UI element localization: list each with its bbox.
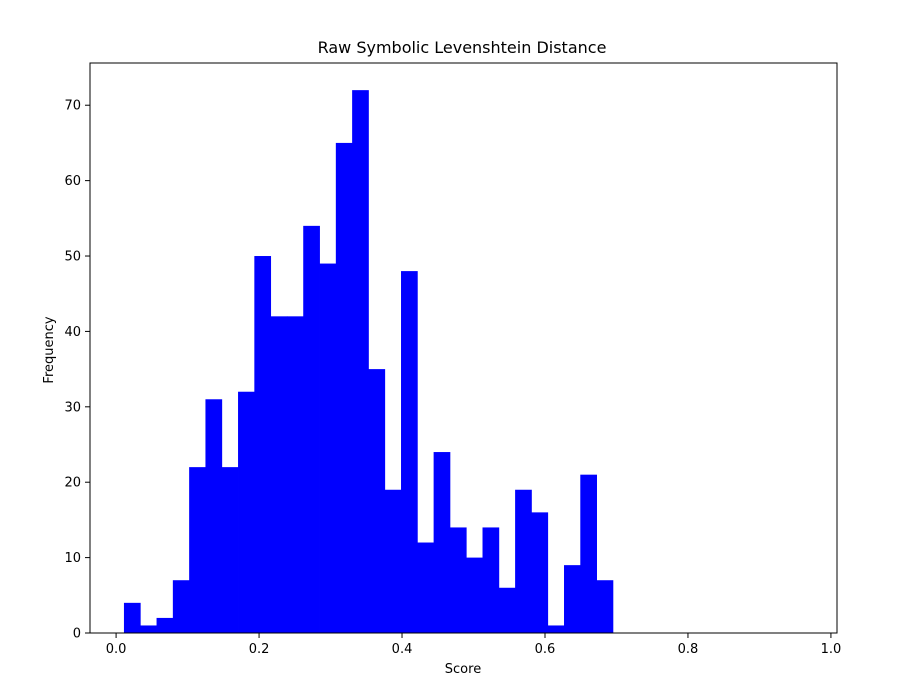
y-tick-label-4: 40 [64, 325, 81, 340]
histogram-bar-18 [417, 542, 435, 633]
y-tick-label-1: 10 [64, 551, 81, 566]
histogram-bar-17 [401, 271, 418, 633]
histogram-bar-29 [596, 580, 614, 633]
chart-title: Raw Symbolic Levenshtein Distance [318, 38, 607, 57]
histogram-bar-8 [254, 256, 272, 633]
histogram-bar-13 [335, 142, 353, 634]
histogram-bar-19 [433, 452, 451, 633]
histogram-bar-21 [466, 557, 483, 633]
histogram-bar-28 [580, 474, 597, 633]
x-tick-label-5: 1.0 [821, 642, 842, 657]
histogram-bar-6 [221, 467, 239, 633]
histogram-bar-2 [156, 617, 174, 633]
histogram-bar-1 [140, 625, 157, 633]
histogram-bar-7 [238, 391, 255, 633]
plot-frame [89, 62, 838, 634]
histogram-bar-11 [303, 225, 320, 634]
histogram-bar-27 [564, 565, 581, 633]
y-tick-label-7: 70 [64, 99, 81, 114]
histogram-bar-14 [352, 90, 369, 633]
x-tick-label-2: 0.4 [392, 642, 413, 657]
y-tick-label-3: 30 [64, 400, 81, 415]
histogram-bar-3 [172, 580, 190, 633]
histogram-bar-4 [189, 467, 206, 633]
y-axis-label: Frequency [42, 316, 57, 383]
x-tick-label-3: 0.6 [535, 642, 556, 657]
bars-group [123, 90, 614, 634]
histogram-bar-23 [498, 587, 516, 633]
y-axis-ticks: 0 10 20 30 40 50 60 70 [64, 99, 90, 642]
histogram-bar-25 [531, 512, 549, 633]
histogram-bar-20 [449, 527, 467, 633]
histogram-bar-5 [205, 399, 223, 633]
histogram-bar-26 [547, 625, 565, 633]
x-tick-label-4: 0.8 [678, 642, 699, 657]
y-tick-label-5: 50 [64, 250, 81, 265]
histogram-bar-9 [270, 316, 288, 633]
histogram-bar-15 [368, 369, 386, 633]
y-tick-label-6: 60 [64, 174, 81, 189]
x-axis-ticks: 0.0 0.2 0.4 0.6 0.8 1.0 [106, 633, 842, 657]
histogram-bar-16 [384, 489, 402, 633]
histogram-bar-24 [515, 489, 532, 633]
x-tick-label-0: 0.0 [106, 642, 127, 657]
x-axis-label: Score [445, 662, 481, 677]
histogram-bar-10 [286, 316, 304, 633]
histogram-bar-22 [482, 527, 500, 633]
y-tick-label-0: 0 [73, 627, 81, 642]
x-tick-label-1: 0.2 [249, 642, 270, 657]
histogram-bar-0 [123, 602, 141, 633]
y-tick-label-2: 20 [64, 476, 81, 491]
histogram-bar-12 [319, 263, 337, 633]
